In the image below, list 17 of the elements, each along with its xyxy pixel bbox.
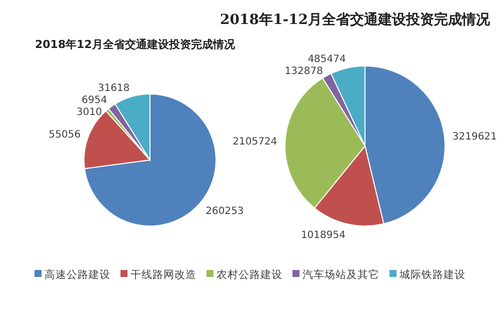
data-label: 485474 [308,54,346,66]
data-label: 3010 [76,106,102,118]
legend-label: 高速公路建设 [44,268,110,281]
data-label: 132878 [284,66,323,78]
legend-label: 城际铁路建设 [398,268,466,281]
legend-label: 干线路网改造 [130,268,196,281]
legend-label: 汽车场站及其它 [302,268,380,281]
data-label: 6954 [82,94,108,106]
data-label: 260253 [206,206,244,218]
data-label: 2105724 [232,136,278,148]
data-label: 31618 [98,82,130,94]
data-label: 55056 [48,130,81,141]
data-label: 3219621 [452,131,497,142]
legend-label: 农村公路建设 [216,268,282,281]
data-label: 1018954 [300,230,346,241]
chart-title: 2018年1-12月全省交通建设投资完成情况 [220,11,491,28]
chart-title: 2018年12月全省交通建设投资完成情况 [35,38,236,51]
